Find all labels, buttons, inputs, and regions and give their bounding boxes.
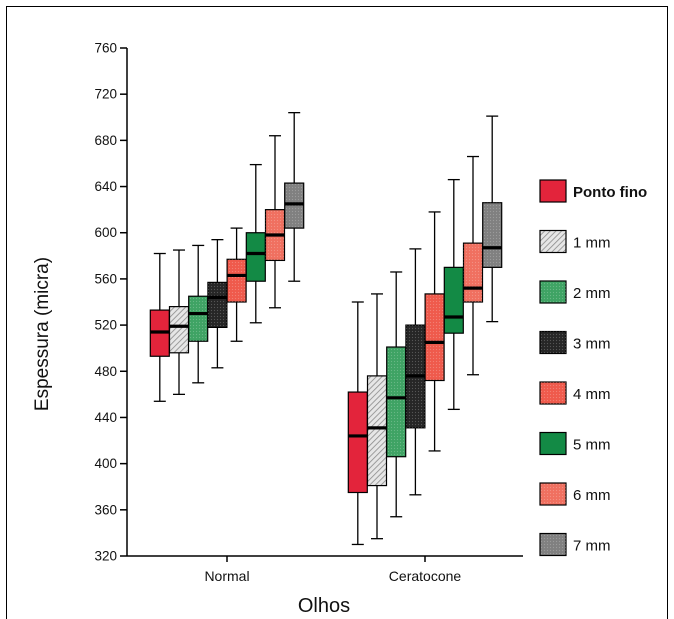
y-tick-label: 600 xyxy=(94,225,117,240)
legend-label: 6 mm xyxy=(573,487,611,504)
box-body xyxy=(443,266,464,334)
legend-swatch-texture xyxy=(540,533,566,556)
y-tick-label: 760 xyxy=(94,41,117,56)
figure-frame xyxy=(6,6,668,619)
box-ponto-fino-normal xyxy=(149,252,170,402)
box-3-mm-normal xyxy=(207,239,228,369)
legend-label: 7 mm xyxy=(573,538,611,555)
box-7-mm-ceratocone xyxy=(482,115,503,323)
y-tick-label: 520 xyxy=(94,318,117,333)
legend-label: Ponto fino xyxy=(573,184,647,201)
y-tick-label: 480 xyxy=(94,364,117,379)
legend-item: 6 mm xyxy=(539,482,611,506)
box-4-mm-normal xyxy=(226,227,247,342)
legend-label: 1 mm xyxy=(573,235,611,252)
legend-item: 3 mm xyxy=(539,330,611,355)
legend-swatch-texture xyxy=(540,483,566,505)
y-axis-label: Espessura (micra) xyxy=(32,257,53,411)
box-body xyxy=(366,375,388,487)
legend-item: 2 mm xyxy=(539,280,611,304)
box-2-mm-normal xyxy=(188,244,209,384)
y-tick-label: 320 xyxy=(94,549,117,564)
box-1-mm-normal xyxy=(168,249,190,396)
box-1-mm-ceratocone xyxy=(366,293,388,540)
boxes-group xyxy=(149,112,503,546)
y-tick-label: 400 xyxy=(94,456,117,471)
box-texture xyxy=(463,243,483,302)
box-ponto-fino-ceratocone xyxy=(347,301,368,546)
box-texture xyxy=(482,202,502,268)
box-5-mm-ceratocone xyxy=(443,178,464,411)
y-tick-label: 680 xyxy=(94,133,117,148)
y-tick-label: 640 xyxy=(94,179,117,194)
y-tick-label: 360 xyxy=(94,502,117,517)
legend-item: Ponto fino xyxy=(539,179,647,203)
legend-label: 4 mm xyxy=(573,386,611,403)
box-texture xyxy=(425,293,445,381)
box-4-mm-ceratocone xyxy=(424,211,445,452)
box-texture xyxy=(207,282,227,328)
box-texture xyxy=(386,347,406,457)
legend-swatch xyxy=(539,179,567,203)
box-texture xyxy=(284,183,304,229)
y-tick-label: 720 xyxy=(94,87,117,102)
legend-item: 1 mm xyxy=(539,229,611,254)
legend-label: 2 mm xyxy=(573,285,611,302)
box-2-mm-ceratocone xyxy=(386,271,407,518)
legend-item: 4 mm xyxy=(539,381,611,405)
legend-item: 7 mm xyxy=(539,532,611,557)
box-texture xyxy=(227,259,247,302)
box-7-mm-normal xyxy=(284,112,305,282)
legend-swatch xyxy=(539,229,567,254)
legend-swatch-texture xyxy=(540,382,566,404)
legend-swatch xyxy=(539,431,567,456)
legend: Ponto fino 1 mm 2 mm 3 mm 4 mm 5 mm 6 mm 7 mm xyxy=(539,179,647,557)
x-tick-label: Ceratocone xyxy=(389,568,462,584)
box-body xyxy=(168,306,190,354)
box-5-mm-normal xyxy=(245,163,266,324)
box-3-mm-ceratocone xyxy=(405,248,426,496)
legend-label: 5 mm xyxy=(573,437,611,454)
legend-swatch-texture xyxy=(540,331,566,354)
axes-group: 320 360 400 440 480 520 560 600 640 680 720 760 Norm… xyxy=(94,41,523,584)
box-texture xyxy=(188,296,208,342)
x-axis-label: Olhos xyxy=(298,595,350,617)
x-tick-label: Normal xyxy=(204,568,249,584)
legend-swatch-texture xyxy=(540,281,566,303)
box-6-mm-normal xyxy=(264,135,286,309)
y-tick-label: 440 xyxy=(94,410,117,425)
y-tick-label: 560 xyxy=(94,271,117,286)
legend-item: 5 mm xyxy=(539,431,611,456)
legend-label: 3 mm xyxy=(573,336,611,353)
box-body xyxy=(347,391,368,494)
box-body xyxy=(245,232,266,282)
box-6-mm-ceratocone xyxy=(462,155,484,376)
